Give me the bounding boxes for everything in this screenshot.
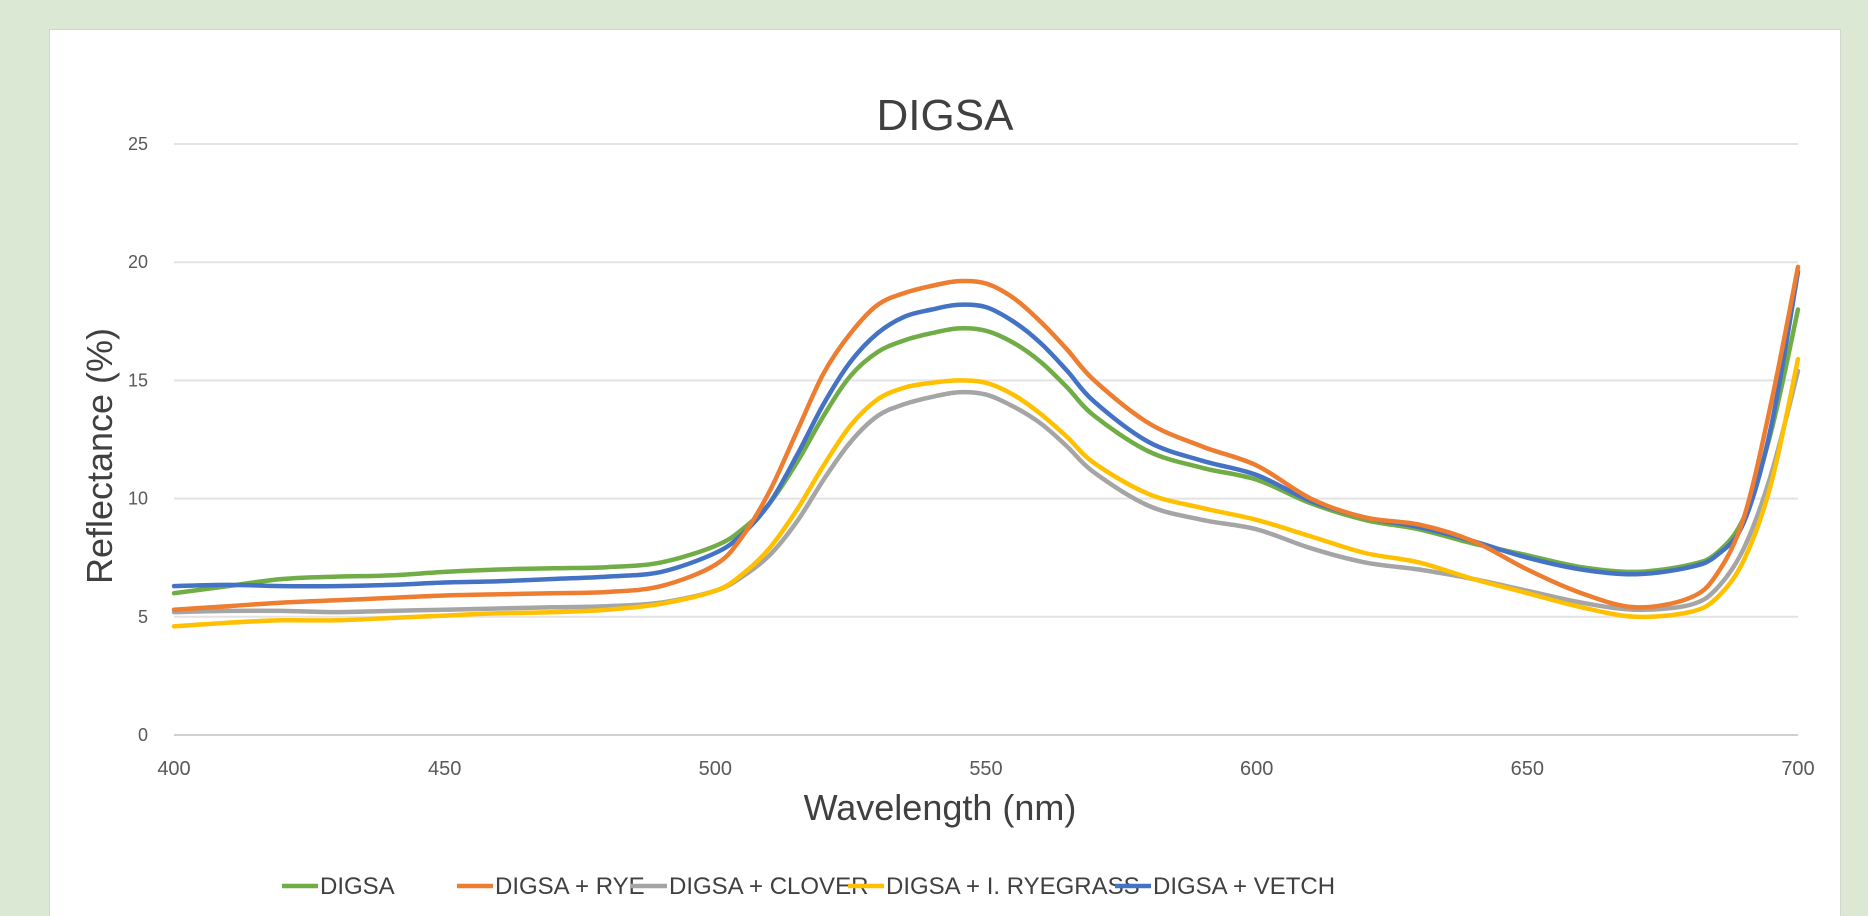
x-axis-ticks: 400 450 500 550 600 650 700: [157, 758, 1814, 780]
gridlines: [174, 143, 1798, 736]
chart-card: DIGSA 0 5 10 15 20 25 400 450 500 550 600 650 700 W…: [50, 30, 1840, 916]
y-axis-ticks: 0 5 10 15 20 25: [128, 134, 148, 745]
series-lines: [171, 264, 1801, 629]
legend-label: DIGSA + CLOVER: [669, 873, 868, 900]
x-tick-label: 500: [699, 758, 732, 780]
y-tick-label: 0: [138, 725, 148, 745]
series-line-3: [171, 356, 1801, 629]
y-tick-label: 20: [128, 252, 148, 272]
legend-label: DIGSA: [320, 873, 395, 900]
y-tick-label: 25: [128, 134, 148, 154]
chart-title: DIGSA: [877, 91, 1015, 140]
legend-label: DIGSA + VETCH: [1153, 873, 1335, 900]
x-axis-title: Wavelength (nm): [804, 787, 1077, 828]
y-tick-label: 5: [138, 607, 148, 627]
y-axis-title: Reflectance (%): [79, 328, 120, 584]
x-tick-label: 650: [1511, 758, 1544, 780]
legend-label: DIGSA + RYE: [495, 873, 645, 900]
legend-label: DIGSA + I. RYEGRASS: [886, 873, 1140, 900]
series-line-0: [171, 307, 1801, 596]
x-tick-label: 600: [1240, 758, 1273, 780]
legend: DIGSA DIGSA + RYE DIGSA + CLOVER DIGSA + I.…: [282, 873, 1335, 900]
y-tick-label: 15: [128, 370, 148, 390]
x-tick-label: 400: [157, 758, 190, 780]
x-tick-label: 550: [969, 758, 1002, 780]
x-tick-label: 700: [1781, 758, 1814, 780]
y-tick-label: 10: [128, 489, 148, 509]
series-line-1: [171, 264, 1801, 612]
line-chart: DIGSA 0 5 10 15 20 25 400 450 500 550 600 650 700 W…: [79, 91, 1815, 900]
x-tick-label: 450: [428, 758, 461, 780]
series-line-4: [171, 269, 1801, 589]
series-line-2: [171, 368, 1801, 615]
